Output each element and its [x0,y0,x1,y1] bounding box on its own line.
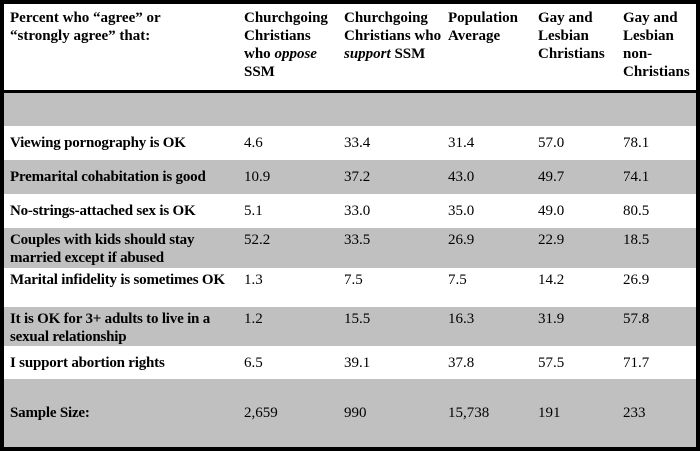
cell-value: 16.3 [448,310,475,327]
cell-value: 52.2 [244,232,271,249]
table-row: No-strings-attached sex is OK 5.1 33.0 3… [4,194,696,228]
sample-size-value: 191 [538,405,561,422]
col-header-text: Churchgoing Christians who [244,10,328,62]
table-row: Couples with kids should stay married ex… [4,228,696,268]
cell-value: 5.1 [244,203,263,220]
cell-value: 80.5 [623,203,650,220]
row-label: No-strings-attached sex is OK [10,203,196,220]
col-header-gay-lesbian-non-christians: Gay and Lesbian non-Christians [623,4,696,94]
cell-value: 1.3 [244,271,263,288]
sample-size-value: 233 [623,405,646,422]
cell-value: 31.4 [448,134,475,151]
cell-value: 43.0 [448,169,475,186]
col-header-italic: support [344,46,391,62]
header-row: Percent who “agree” or “strongly agree” … [4,4,696,94]
cell-value: 33.5 [344,232,371,249]
cell-value: 78.1 [623,134,650,151]
cell-value: 6.5 [244,355,263,372]
agreement-table: Percent who “agree” or “strongly agree” … [4,4,696,447]
col-header-gay-lesbian-christians: Gay and Lesbian Christians [538,4,623,94]
cell-value: 57.5 [538,355,565,372]
cell-value: 35.0 [448,203,475,220]
row-label: Marital infidelity is sometimes OK [10,271,225,288]
spacer-cell [4,92,696,126]
cell-value: 39.1 [344,355,371,372]
table-row: Premarital cohabitation is good 10.9 37.… [4,160,696,195]
spacer-band [4,91,696,126]
cell-value: 74.1 [623,169,650,186]
cell-value: 7.5 [344,271,363,288]
cell-value: 71.7 [623,355,650,372]
cell-value: 49.7 [538,169,565,186]
col-header-text: Gay and Lesbian Christians [538,10,605,62]
table-row: Viewing pornography is OK 4.6 33.4 31.4 … [4,126,696,160]
cell-value: 37.8 [448,355,475,372]
col-header-italic: oppose [274,46,317,62]
cell-value: 26.9 [623,271,650,288]
row-label: Couples with kids should stay married ex… [10,232,195,267]
col-header-text: Gay and Lesbian non-Christians [623,10,690,80]
cell-value: 57.8 [623,310,650,327]
cell-value: 57.0 [538,134,565,151]
cell-value: 18.5 [623,232,650,249]
row-label: I support abortion rights [10,355,165,372]
col-header-text: SSM [244,64,275,80]
col-header-population-average: Population Average [448,4,538,94]
row-label: Premarital cohabitation is good [10,169,206,186]
cell-value: 4.6 [244,134,263,151]
cell-value: 26.9 [448,232,475,249]
cell-value: 15.5 [344,310,371,327]
table-row: Marital infidelity is sometimes OK 1.3 7… [4,268,696,307]
col-header-text: Churchgoing Christians who [344,10,442,44]
cell-value: 33.4 [344,134,371,151]
col-header-support-ssm: Churchgoing Christians who support SSM [344,4,448,94]
table-row: I support abortion rights 6.5 39.1 37.8 … [4,346,696,379]
col-header-oppose-ssm: Churchgoing Christians who oppose SSM [244,4,344,94]
sample-size-value: 2,659 [244,405,278,422]
cell-value: 1.2 [244,310,263,327]
cell-value: 31.9 [538,310,565,327]
sample-size-value: 990 [344,405,367,422]
row-label: It is OK for 3+ adults to live in a sexu… [10,310,211,345]
cell-value: 37.2 [344,169,371,186]
cell-value: 49.0 [538,203,565,220]
sample-size-value: 15,738 [448,405,490,422]
cell-value: 7.5 [448,271,467,288]
sample-size-label: Sample Size: [10,405,90,422]
cell-value: 14.2 [538,271,565,288]
col-header-text: Population Average [448,10,519,44]
sample-size-row: Sample Size: 2,659 990 15,738 191 233 [4,379,696,447]
cell-value: 33.0 [344,203,371,220]
table-row: It is OK for 3+ adults to live in a sexu… [4,306,696,347]
corner-header: Percent who “agree” or “strongly agree” … [4,4,244,94]
cell-value: 10.9 [244,169,271,186]
row-label: Viewing pornography is OK [10,134,186,151]
cell-value: 22.9 [538,232,565,249]
col-header-text: SSM [390,46,426,62]
